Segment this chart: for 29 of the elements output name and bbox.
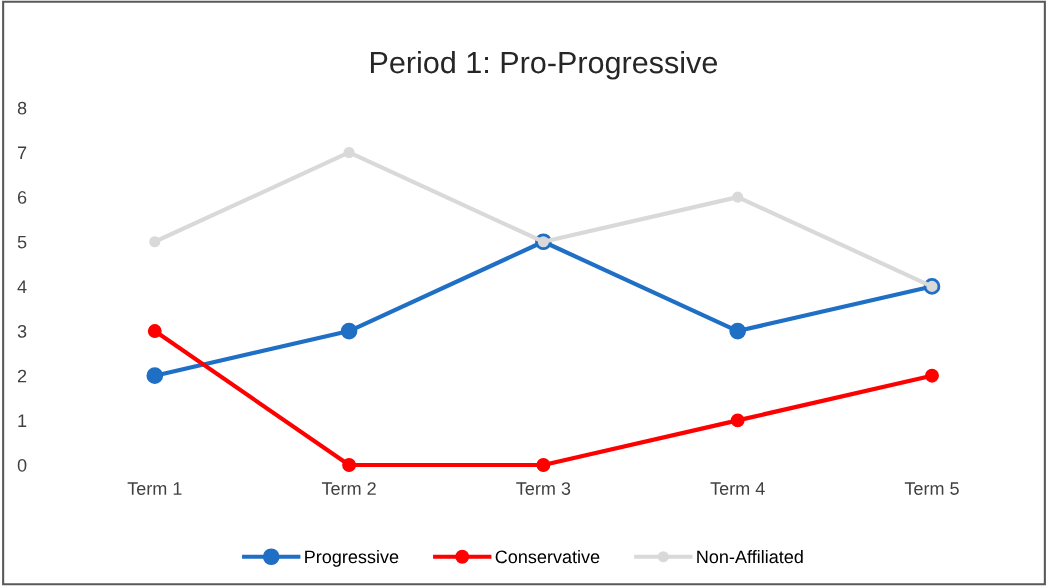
point: [730, 413, 745, 428]
point: [729, 322, 747, 340]
y-tick-label: 0: [17, 458, 27, 472]
point: [146, 367, 164, 385]
x-tick-label: Term 5: [904, 482, 959, 495]
y-tick-label: 6: [17, 191, 27, 204]
x-tick-label: Term 4: [710, 482, 765, 495]
point: [536, 458, 551, 472]
y-tick-label: 2: [17, 369, 27, 383]
legend-label: Conservative: [495, 549, 600, 564]
point: [732, 191, 744, 203]
y-tick-label: 8: [17, 101, 27, 115]
y-tick-label: 7: [17, 146, 27, 160]
x-tick-label: Term 1: [127, 482, 182, 495]
point: [147, 324, 162, 338]
point: [340, 322, 358, 340]
point: [925, 368, 939, 383]
x-tick-label: Term 2: [321, 482, 376, 495]
x-tick-label: Term 3: [516, 482, 571, 495]
y-tick-label: 3: [17, 324, 27, 338]
point: [149, 236, 161, 248]
y-tick-label: 4: [17, 280, 27, 293]
legend-label: Non-Affiliated: [697, 549, 803, 564]
y-tick-label: 1: [18, 414, 27, 427]
point: [342, 458, 357, 472]
y-tick-label: 5: [17, 235, 27, 249]
point: [343, 146, 355, 159]
legend-label: Progressive: [305, 549, 399, 567]
chart-title: Period 1: Pro-Progressive: [370, 50, 717, 80]
